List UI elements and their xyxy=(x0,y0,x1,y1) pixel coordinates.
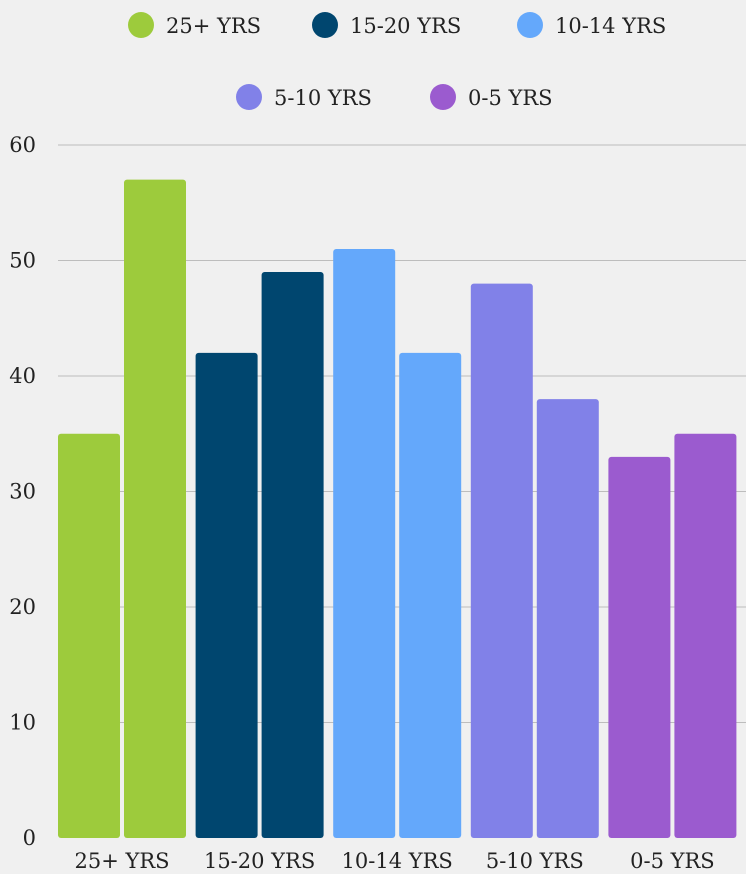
legend-marker xyxy=(128,12,154,38)
legend-label: 5-10 YRS xyxy=(274,86,372,110)
bar xyxy=(674,433,737,838)
legend: 25+ YRS 15-20 YRS 10-14 YRS 5-10 YRS 0-5… xyxy=(128,12,666,110)
legend-marker xyxy=(312,12,338,38)
legend-entry: 15-20 YRS xyxy=(312,12,461,38)
x-tick-label: 15-20 YRS xyxy=(204,849,315,873)
bar xyxy=(124,179,186,838)
bar xyxy=(195,352,258,838)
y-axis-ticks: 0 10 20 30 40 50 60 xyxy=(9,133,36,850)
bar xyxy=(58,433,120,838)
legend-label: 10-14 YRS xyxy=(555,14,666,38)
legend-marker xyxy=(517,12,543,38)
legend-label: 0-5 YRS xyxy=(468,86,553,110)
legend-label: 25+ YRS xyxy=(166,14,261,38)
legend-label: 15-20 YRS xyxy=(350,14,461,38)
legend-marker xyxy=(236,84,262,110)
x-tick-label: 5-10 YRS xyxy=(486,849,584,873)
y-tick-label: 40 xyxy=(9,364,36,388)
legend-entry: 10-14 YRS xyxy=(517,12,666,38)
y-tick-label: 0 xyxy=(23,826,36,850)
y-tick-label: 50 xyxy=(9,249,36,273)
x-axis-ticks: 25+ YRS 15-20 YRS 10-14 YRS 5-10 YRS 0-5 YRS xyxy=(74,849,714,873)
bar xyxy=(399,352,462,838)
bar xyxy=(608,456,671,838)
legend-entry: 0-5 YRS xyxy=(430,84,553,110)
y-tick-label: 30 xyxy=(9,480,36,504)
legend-entry: 25+ YRS xyxy=(128,12,261,38)
y-tick-label: 60 xyxy=(9,133,36,157)
legend-entry: 5-10 YRS xyxy=(236,84,372,110)
y-tick-label: 20 xyxy=(9,595,36,619)
bar xyxy=(536,399,599,838)
x-tick-label: 25+ YRS xyxy=(74,849,169,873)
bar xyxy=(333,248,396,838)
legend-marker xyxy=(430,84,456,110)
y-tick-label: 10 xyxy=(9,711,36,735)
bars xyxy=(58,179,737,839)
x-tick-label: 10-14 YRS xyxy=(342,849,453,873)
x-tick-label: 0-5 YRS xyxy=(630,849,715,873)
bar xyxy=(470,283,533,839)
bar xyxy=(261,272,324,838)
